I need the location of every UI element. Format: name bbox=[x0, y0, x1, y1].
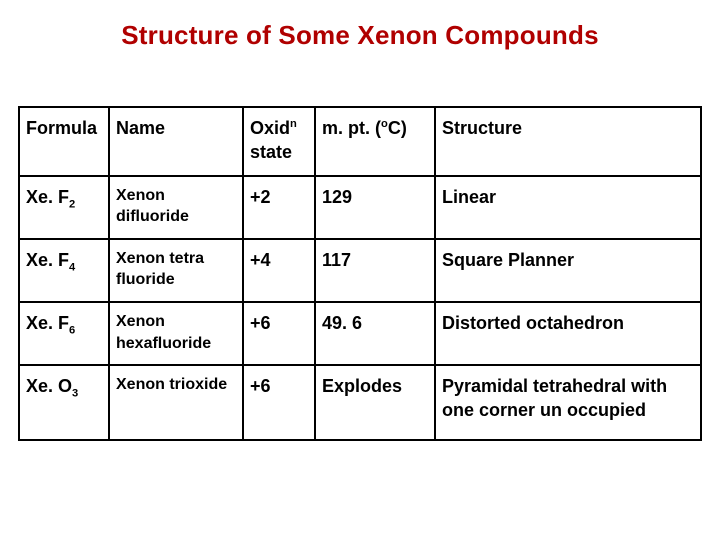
cell-formula: Xe. F6 bbox=[19, 302, 109, 365]
formula-sub: 2 bbox=[69, 198, 75, 210]
table-row: Xe. O3 Xenon trioxide +6 Explodes Pyrami… bbox=[19, 365, 701, 440]
cell-oxid: +6 bbox=[243, 302, 315, 365]
cell-name: Xenon trioxide bbox=[109, 365, 243, 440]
cell-structure: Distorted octahedron bbox=[435, 302, 701, 365]
table-row: Xe. F4 Xenon tetra fluoride +4 117 Squar… bbox=[19, 239, 701, 302]
formula-sub: 6 bbox=[69, 325, 75, 337]
cell-structure: Linear bbox=[435, 176, 701, 239]
col-name: Name bbox=[109, 107, 243, 176]
mp-pre: m. pt. ( bbox=[322, 118, 381, 138]
table-header-row: Formula Name Oxidn state m. pt. (oC) Str… bbox=[19, 107, 701, 176]
formula-pre: Xe. F bbox=[26, 187, 69, 207]
oxid-sup: n bbox=[290, 118, 297, 130]
formula-sub: 3 bbox=[72, 388, 78, 400]
cell-oxid: +4 bbox=[243, 239, 315, 302]
compounds-table: Formula Name Oxidn state m. pt. (oC) Str… bbox=[18, 106, 702, 441]
cell-formula: Xe. O3 bbox=[19, 365, 109, 440]
cell-name: Xenon difluoride bbox=[109, 176, 243, 239]
formula-pre: Xe. F bbox=[26, 313, 69, 333]
cell-mp: 117 bbox=[315, 239, 435, 302]
col-oxid-state: Oxidn state bbox=[243, 107, 315, 176]
cell-formula: Xe. F4 bbox=[19, 239, 109, 302]
cell-mp: Explodes bbox=[315, 365, 435, 440]
col-melting-point: m. pt. (oC) bbox=[315, 107, 435, 176]
mp-post: C) bbox=[388, 118, 407, 138]
table-row: Xe. F6 Xenon hexafluoride +6 49. 6 Disto… bbox=[19, 302, 701, 365]
formula-sub: 4 bbox=[69, 261, 75, 273]
cell-name: Xenon tetra fluoride bbox=[109, 239, 243, 302]
cell-name: Xenon hexafluoride bbox=[109, 302, 243, 365]
page-title: Structure of Some Xenon Compounds bbox=[18, 20, 702, 51]
formula-pre: Xe. O bbox=[26, 376, 72, 396]
cell-oxid: +6 bbox=[243, 365, 315, 440]
formula-pre: Xe. F bbox=[26, 250, 69, 270]
cell-structure: Pyramidal tetrahedral with one corner un… bbox=[435, 365, 701, 440]
oxid-pre: Oxid bbox=[250, 118, 290, 138]
cell-mp: 49. 6 bbox=[315, 302, 435, 365]
oxid-line2: state bbox=[250, 142, 292, 162]
cell-mp: 129 bbox=[315, 176, 435, 239]
mp-sup: o bbox=[381, 118, 388, 130]
table-row: Xe. F2 Xenon difluoride +2 129 Linear bbox=[19, 176, 701, 239]
col-formula: Formula bbox=[19, 107, 109, 176]
cell-oxid: +2 bbox=[243, 176, 315, 239]
col-structure: Structure bbox=[435, 107, 701, 176]
cell-structure: Square Planner bbox=[435, 239, 701, 302]
cell-formula: Xe. F2 bbox=[19, 176, 109, 239]
